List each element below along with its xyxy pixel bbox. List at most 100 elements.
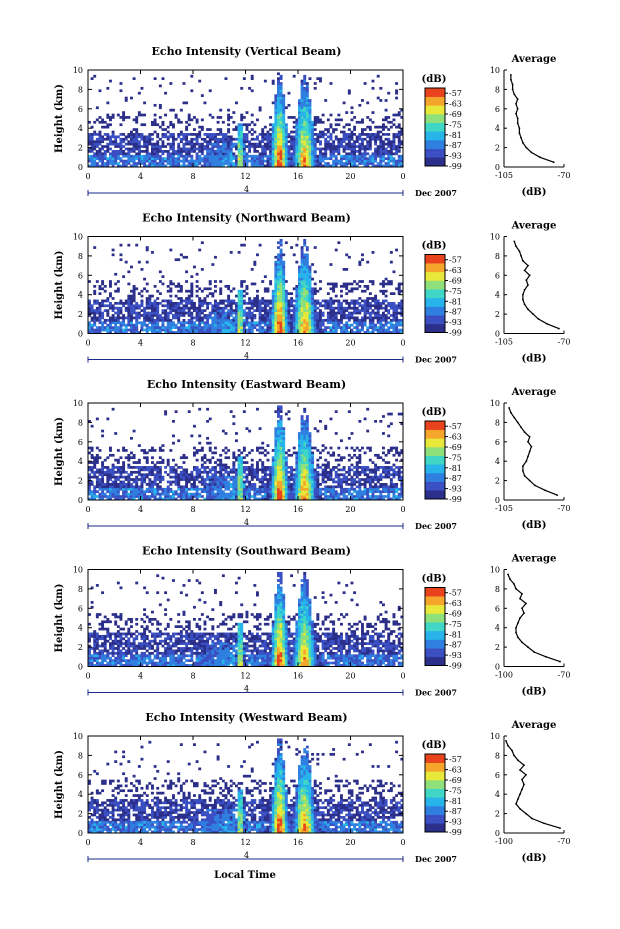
heatmap-cell — [371, 152, 375, 156]
heatmap-cell — [109, 487, 112, 491]
heatmap-cell — [185, 468, 189, 472]
heatmap-cell — [153, 164, 157, 168]
heatmap-cell — [182, 326, 186, 329]
heatmap-cell — [326, 304, 330, 308]
heatmap-cell — [198, 326, 202, 329]
heatmap-cell — [274, 265, 278, 269]
heatmap-cell — [292, 116, 296, 119]
heatmap-cell — [282, 326, 286, 329]
heatmap-cell — [258, 458, 262, 462]
heatmap-cell — [250, 449, 254, 452]
heatmap-cell — [187, 118, 191, 122]
heatmap-cell — [190, 140, 194, 144]
heatmap-cell — [303, 309, 307, 312]
heatmap-cell — [290, 292, 294, 295]
heatmap-cell — [253, 323, 257, 327]
heatmap-cell — [158, 473, 162, 477]
heatmap-cell — [300, 140, 304, 144]
heatmap-cell — [190, 164, 194, 168]
colorbar-segment — [425, 120, 445, 123]
average-point — [527, 264, 529, 267]
heatmap-cell — [282, 128, 286, 131]
heatmap-cell — [166, 461, 170, 464]
heatmap-cell — [148, 157, 152, 161]
heatmap-cell — [182, 145, 186, 148]
heatmap-cell — [143, 318, 147, 322]
heatmap-cell — [363, 162, 367, 165]
heatmap-cell — [313, 306, 317, 310]
heatmap-cell — [114, 301, 118, 305]
heatmap-cell — [156, 318, 160, 322]
heatmap-cell — [332, 314, 336, 317]
heatmap-cell — [151, 137, 154, 141]
heatmap-cell — [324, 99, 328, 102]
heatmap-cell — [303, 142, 307, 146]
heatmap-cell — [119, 82, 123, 85]
heatmap-cell — [305, 123, 309, 127]
heatmap-cell — [208, 142, 212, 146]
heatmap-cell — [116, 150, 120, 153]
heatmap-cell — [313, 150, 317, 153]
heatmap-cell — [358, 154, 362, 158]
heatmap-cell — [311, 277, 315, 281]
heatmap-cell — [143, 478, 147, 481]
heatmap-cell — [174, 150, 178, 153]
heatmap-cell — [153, 475, 157, 479]
heatmap-cell — [229, 311, 233, 315]
heatmap-cell — [227, 150, 231, 153]
heatmap-cell — [227, 309, 231, 312]
heatmap-cell — [274, 96, 278, 100]
heatmap-cell — [195, 164, 199, 168]
heatmap-cell — [229, 150, 233, 153]
heatmap-cell — [124, 135, 128, 139]
heatmap-cell — [334, 162, 338, 165]
heatmap-cell — [232, 451, 236, 455]
heatmap-cell — [326, 311, 330, 315]
heatmap-cell — [98, 314, 102, 317]
heatmap-cell — [274, 331, 278, 334]
heatmap-cell — [164, 410, 168, 413]
heatmap-cell — [158, 154, 162, 158]
heatmap-cell — [211, 478, 215, 481]
heatmap-cell — [216, 326, 220, 329]
heatmap-cell — [245, 316, 249, 320]
heatmap-cell — [248, 495, 252, 498]
heatmap-cell — [329, 113, 333, 117]
heatmap-cell — [127, 157, 131, 161]
heatmap-cell — [269, 321, 273, 325]
heatmap-cell — [177, 331, 181, 334]
heatmap-cell — [208, 162, 212, 165]
heatmap-cell — [329, 135, 333, 139]
heatmap-cell — [303, 243, 307, 247]
heatmap-cell — [190, 159, 194, 163]
heatmap-cell — [185, 311, 189, 315]
heatmap-cell — [143, 490, 147, 494]
heatmap-cell — [219, 311, 223, 315]
heatmap-cell — [237, 314, 241, 317]
heatmap-cell — [313, 299, 317, 303]
heatmap-cell — [169, 120, 173, 124]
heatmap-cell — [277, 318, 280, 322]
heatmap-cell — [148, 495, 152, 498]
heatmap-cell — [337, 147, 341, 151]
heatmap-cell — [103, 133, 107, 136]
heatmap-cell — [124, 483, 128, 486]
heatmap-cell — [395, 113, 399, 117]
heatmap-cell — [185, 483, 189, 486]
heatmap-cell — [200, 487, 204, 491]
heatmap-cell — [271, 326, 275, 329]
heatmap-cell — [106, 159, 110, 163]
heatmap-cell — [308, 289, 312, 293]
heatmap-cell — [269, 323, 273, 327]
heatmap-cell — [300, 289, 304, 293]
heatmap-cell — [279, 323, 283, 327]
heatmap-cell — [195, 468, 199, 472]
heatmap-cell — [298, 306, 301, 310]
heatmap-cell — [363, 314, 367, 317]
heatmap-cell — [98, 306, 102, 310]
heatmap-cell — [395, 159, 399, 163]
heatmap-cell — [326, 164, 330, 168]
heatmap-cell — [127, 456, 131, 460]
heatmap-cell — [158, 147, 162, 151]
heatmap-cell — [229, 162, 233, 165]
